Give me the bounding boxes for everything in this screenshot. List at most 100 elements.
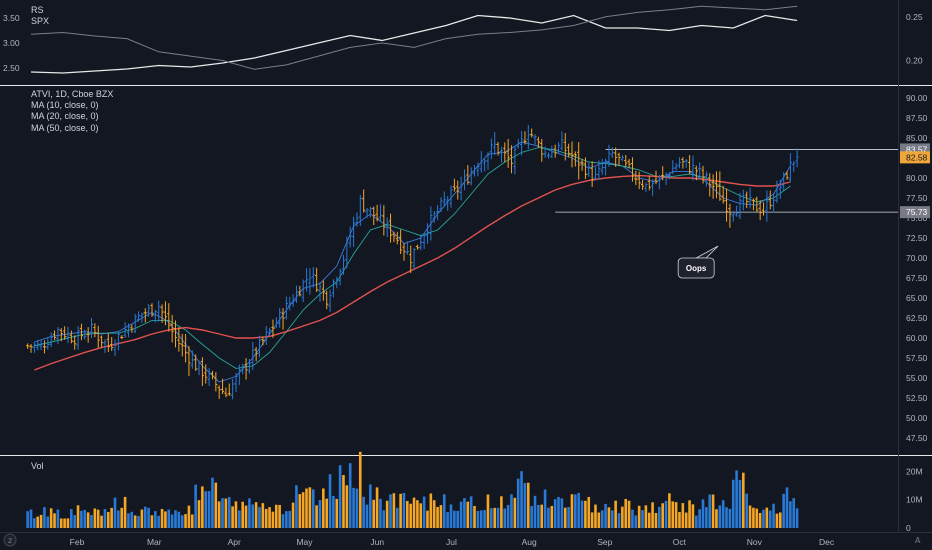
volume-bar <box>453 510 456 528</box>
ohlc-bar <box>499 146 504 163</box>
volume-bar <box>580 500 584 528</box>
oops-annotation[interactable]: Oops <box>677 245 719 279</box>
ohlc-bar <box>560 131 564 151</box>
price-label-box-2 <box>900 206 930 219</box>
ohlc-bar <box>761 202 766 216</box>
price-tick-11: 62.50 <box>906 313 928 323</box>
volume-bar <box>500 496 503 528</box>
price-tick-15: 52.50 <box>906 393 928 403</box>
volume-bar <box>315 505 318 528</box>
volume-tick-2: 0 <box>906 523 911 533</box>
volume-bar <box>140 509 144 528</box>
volume-bar <box>426 510 429 528</box>
ohlc-bar <box>261 337 265 346</box>
ohlc-bar <box>479 151 483 173</box>
ohlc-bar <box>506 139 510 168</box>
volume-bar <box>83 509 87 528</box>
ohlc-bar <box>388 213 393 243</box>
ohlc-bar <box>237 364 241 385</box>
volume-bar <box>187 505 191 528</box>
volume-bar <box>694 515 698 528</box>
volume-bar <box>765 507 769 528</box>
ohlc-bar <box>173 320 178 348</box>
ohlc-bar <box>308 268 312 295</box>
ohlc-bar <box>378 204 383 221</box>
volume-bar <box>647 512 651 528</box>
rs-series-rs <box>30 14 798 74</box>
price-tick-2: 85.00 <box>906 133 928 143</box>
ohlc-bar <box>113 339 117 357</box>
ohlc-bar <box>456 180 460 200</box>
ohlc-bar <box>630 157 635 182</box>
ohlc-bar <box>244 358 248 380</box>
ohlc-bar <box>425 223 430 244</box>
volume-bar <box>76 505 80 528</box>
ohlc-bar <box>462 169 467 191</box>
ohlc-bar <box>66 326 70 344</box>
ohlc-bar <box>194 354 198 371</box>
volume-bar <box>33 518 36 528</box>
ohlc-bar <box>721 185 725 204</box>
ohlc-bar <box>785 171 789 180</box>
ohlc-bar <box>133 313 137 334</box>
volume-bar <box>671 501 675 528</box>
ohlc-bar <box>204 364 208 384</box>
price-tick-14: 55.00 <box>906 373 928 383</box>
volume-bar <box>661 503 664 528</box>
ohlc-bar <box>748 187 752 209</box>
ohlc-bar <box>570 141 574 168</box>
volume-bar <box>194 484 197 528</box>
ohlc-bar <box>318 282 322 302</box>
ohlc-bar <box>718 171 722 201</box>
volume-bar <box>778 512 782 528</box>
volume-bar <box>177 511 181 528</box>
ohlc-bar <box>409 245 413 274</box>
volume-bar <box>80 510 83 528</box>
ma-line-2 <box>34 174 791 371</box>
volume-bar <box>120 507 124 528</box>
volume-bar <box>402 492 406 528</box>
volume-bar <box>93 508 97 528</box>
ohlc-bar <box>100 335 104 348</box>
volume-bar <box>382 510 386 528</box>
volume-bar <box>355 488 359 528</box>
ohlc-bar <box>439 197 443 213</box>
volume-bar <box>634 515 638 528</box>
ohlc-bar <box>415 244 420 250</box>
volume-bar <box>26 511 29 528</box>
ohlc-bar <box>348 226 352 248</box>
ohlc-bar <box>130 324 134 333</box>
ma50-legend: MA (50, close, 0) <box>31 123 99 133</box>
volume-bar <box>224 498 228 528</box>
callout-box[interactable] <box>677 257 715 279</box>
ohlc-bar <box>365 208 369 218</box>
volume-bar <box>211 477 214 528</box>
volume-bar <box>789 501 792 528</box>
volume-bar <box>651 502 654 528</box>
ohlc-bar <box>607 144 611 167</box>
ohlc-bar <box>63 326 67 340</box>
ohlc-bar <box>315 267 319 292</box>
timezone-icon[interactable] <box>3 533 17 547</box>
ohlc-bar <box>741 189 745 211</box>
ohlc-bar <box>358 194 362 226</box>
volume-bar <box>584 500 587 528</box>
ohlc-bar <box>516 138 520 149</box>
price-label-2: 75.73 <box>906 207 928 217</box>
volume-bar <box>281 514 285 528</box>
volume-bar <box>600 510 604 528</box>
ohlc-bar <box>170 314 174 343</box>
time-tick-jun: Jun <box>370 537 384 547</box>
volume-bar <box>429 493 433 528</box>
volume-bar <box>234 501 238 528</box>
volume-bar <box>610 510 614 528</box>
ohlc-bar <box>701 165 705 184</box>
volume-bar <box>143 506 147 528</box>
volume-bar <box>731 479 735 528</box>
ohlc-bar <box>694 165 698 181</box>
ohlc-bar <box>153 309 157 323</box>
volume-bar <box>160 508 164 528</box>
auto-scale-icon[interactable]: A <box>915 536 921 545</box>
price-label-1: 82.58 <box>906 152 928 162</box>
